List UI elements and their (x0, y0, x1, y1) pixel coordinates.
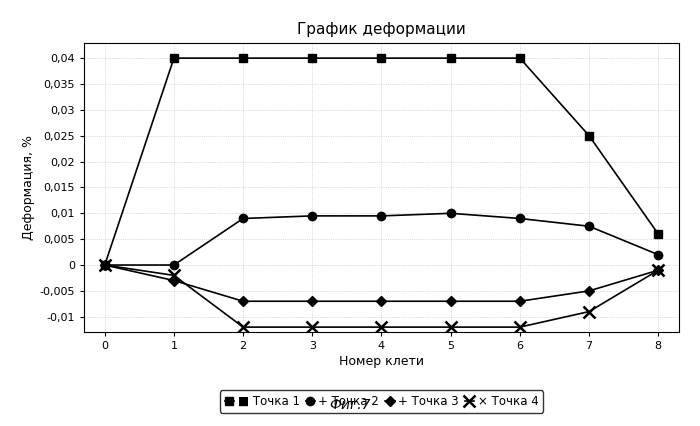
+ Точка 3 (308, 299, 316, 304)
Line: + Точка 3: + Точка 3 (102, 262, 662, 305)
× Точка 4 (585, 309, 594, 314)
+ Точка 3 (585, 288, 594, 294)
■ Точка 1 (101, 262, 109, 268)
■ Точка 1 (447, 55, 455, 60)
Y-axis label: Деформация, %: Деформация, % (22, 135, 35, 240)
Line: ■ Точка 1: ■ Точка 1 (101, 54, 662, 269)
■ Точка 1 (169, 55, 178, 60)
× Точка 4 (654, 268, 662, 273)
■ Точка 1 (308, 55, 316, 60)
× Точка 4 (377, 325, 386, 330)
Line: + Точка 2: + Точка 2 (101, 209, 662, 269)
■ Точка 1 (654, 231, 662, 236)
+ Точка 2 (447, 211, 455, 216)
× Точка 4 (516, 325, 524, 330)
+ Точка 3 (239, 299, 247, 304)
Title: График деформации: График деформации (297, 22, 466, 37)
× Точка 4 (101, 262, 109, 268)
+ Точка 3 (654, 268, 662, 273)
■ Точка 1 (585, 133, 594, 138)
Text: Фиг.7: Фиг.7 (329, 398, 371, 412)
■ Точка 1 (239, 55, 247, 60)
+ Точка 2 (308, 213, 316, 219)
+ Точка 2 (101, 262, 109, 268)
× Точка 4 (447, 325, 455, 330)
+ Точка 2 (516, 216, 524, 221)
× Точка 4 (308, 325, 316, 330)
X-axis label: Номер клети: Номер клети (339, 355, 424, 368)
+ Точка 3 (169, 278, 178, 283)
+ Точка 2 (377, 213, 386, 219)
Legend: ■ Точка 1, + Точка 2, + Точка 3, × Точка 4: ■ Точка 1, + Точка 2, + Точка 3, × Точка… (220, 390, 543, 413)
× Точка 4 (239, 325, 247, 330)
× Точка 4 (169, 273, 178, 278)
+ Точка 3 (377, 299, 386, 304)
■ Точка 1 (377, 55, 386, 60)
+ Точка 3 (101, 262, 109, 268)
Line: × Точка 4: × Точка 4 (99, 259, 664, 333)
+ Точка 2 (585, 224, 594, 229)
+ Точка 3 (447, 299, 455, 304)
+ Точка 2 (654, 252, 662, 257)
■ Точка 1 (516, 55, 524, 60)
+ Точка 2 (169, 262, 178, 268)
+ Точка 3 (516, 299, 524, 304)
+ Точка 2 (239, 216, 247, 221)
